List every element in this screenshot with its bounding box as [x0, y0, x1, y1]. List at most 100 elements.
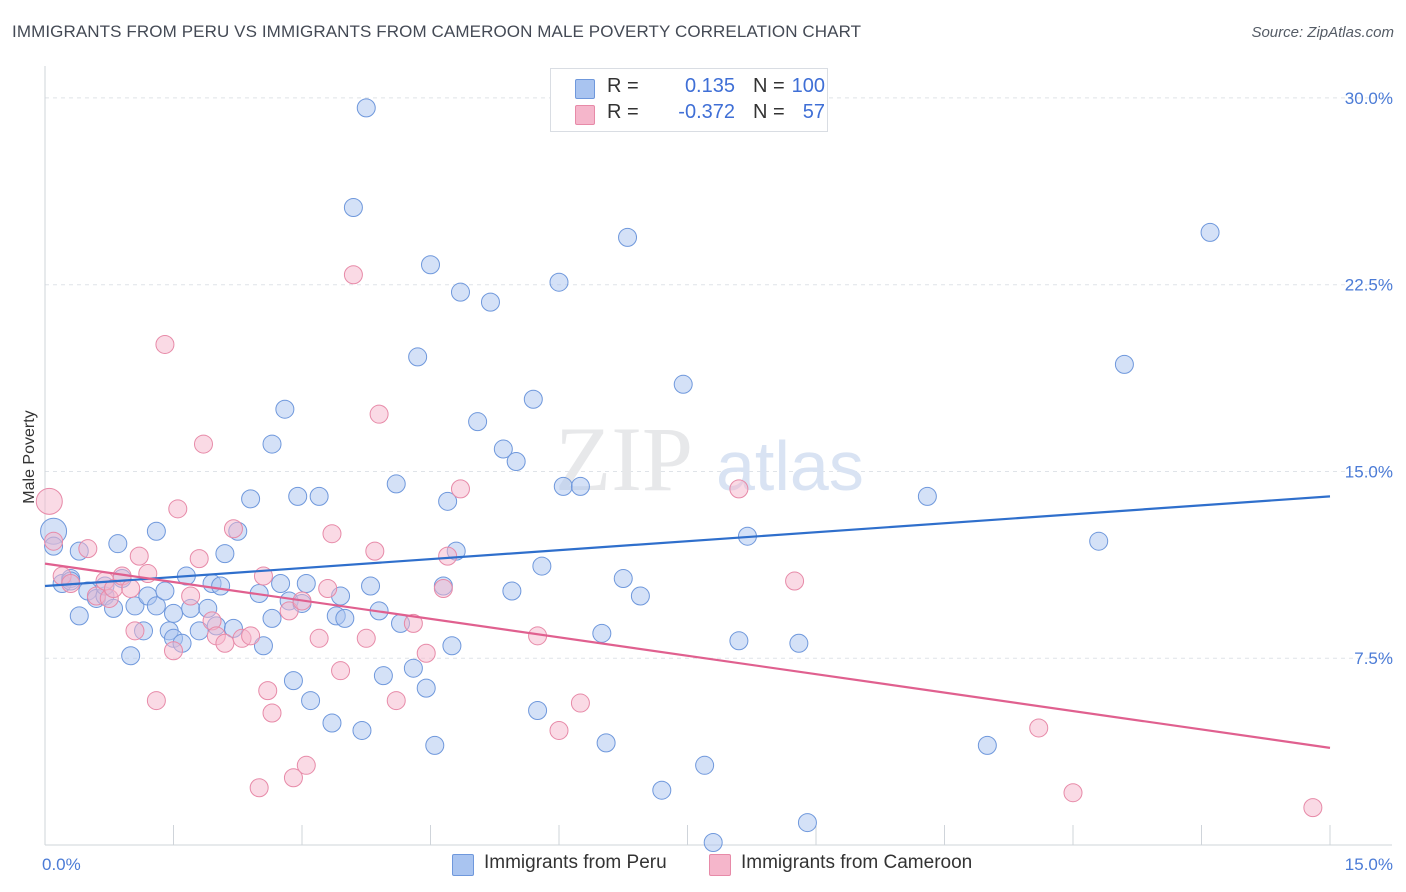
legend-item-cameroon: Immigrants from Cameroon — [709, 852, 999, 876]
cameroon-point — [223, 519, 243, 539]
peru-point — [155, 581, 175, 601]
cameroon-point — [386, 691, 406, 711]
peru-point — [253, 636, 273, 656]
legend-n-label: N = — [753, 101, 785, 123]
cameroon-point — [181, 586, 201, 606]
peru-point — [343, 197, 363, 217]
peru-point — [215, 544, 235, 564]
peru-point — [241, 489, 261, 509]
cameroon-point — [121, 579, 141, 599]
peru-point — [416, 678, 436, 698]
peru-point — [695, 755, 715, 775]
chart-title: IMMIGRANTS FROM PERU VS IMMIGRANTS FROM … — [12, 22, 862, 41]
watermark: ZIP atlas — [555, 408, 864, 510]
peru-point — [425, 735, 445, 755]
cameroon-point — [164, 641, 183, 661]
peru-point — [164, 603, 183, 623]
legend-swatch-peru — [452, 854, 474, 876]
cameroon-point — [309, 628, 329, 648]
peru-point — [797, 813, 817, 833]
cameroon-point — [125, 621, 145, 641]
cameroon-point — [241, 626, 261, 646]
cameroon-point — [193, 434, 213, 454]
cameroon-point — [1303, 798, 1323, 818]
peru-point — [493, 439, 513, 459]
trend-lines — [44, 495, 1331, 749]
cameroon-point — [403, 613, 423, 633]
cameroon-point — [1029, 718, 1049, 738]
peru-point — [1200, 222, 1220, 242]
cameroon-point — [785, 571, 805, 591]
cameroon-point — [365, 541, 385, 561]
peru-point — [146, 596, 166, 616]
y-tick-label: 7.5% — [1354, 649, 1393, 668]
x-tick-label-max: 15.0% — [1345, 855, 1393, 874]
watermark-zip: ZIP — [555, 408, 693, 510]
peru-point — [450, 282, 470, 302]
y-tick-label: 15.0% — [1345, 462, 1393, 481]
peru-point — [553, 476, 573, 496]
peru-point — [438, 491, 458, 511]
peru-point — [386, 474, 406, 494]
legend-r-value: 0.135 — [684, 75, 735, 97]
peru-point — [146, 521, 166, 541]
cameroon-trend-line — [44, 562, 1331, 749]
cameroon-point — [356, 628, 376, 648]
peru-point — [468, 412, 488, 432]
stats-legend: R = 0.135 N = 100 R = -0.372 N = 57 — [550, 68, 828, 132]
peru-point — [506, 452, 526, 471]
peru-point — [309, 486, 329, 506]
gridlines — [45, 97, 1392, 659]
peru-point — [673, 374, 693, 394]
legend-swatch-cameroon — [575, 105, 595, 125]
cameroon-point — [570, 693, 590, 713]
cameroon-point — [438, 546, 458, 566]
peru-point — [322, 713, 342, 733]
peru-point — [703, 833, 723, 853]
cameroon-point — [249, 778, 269, 798]
legend-swatch-cameroon — [709, 854, 731, 876]
cameroon-point — [155, 334, 175, 354]
cameroon-point — [258, 681, 278, 701]
peru-point — [1114, 354, 1134, 374]
cameroon-point — [322, 524, 342, 544]
cameroon-point — [433, 579, 453, 599]
cameroon-point — [279, 601, 299, 621]
peru-point — [528, 701, 548, 721]
peru-point — [288, 486, 308, 506]
x-tick-label-min: 0.0% — [42, 855, 81, 874]
legend-swatch-peru — [575, 79, 595, 99]
y-tick-label: 30.0% — [1345, 89, 1393, 108]
peru-point — [408, 347, 428, 367]
cameroon-point — [262, 703, 282, 723]
peru-point — [69, 606, 89, 626]
cameroon-point — [1063, 783, 1083, 803]
peru-point — [361, 576, 381, 596]
cameroon-point — [215, 633, 235, 653]
cameroon-point — [189, 549, 209, 569]
peru-point — [532, 556, 552, 576]
peru-point — [729, 631, 749, 651]
cameroon-point — [369, 404, 389, 424]
peru-point — [211, 576, 231, 596]
cameroon-point — [318, 579, 338, 599]
cameroon-point — [78, 539, 98, 559]
peru-point — [296, 574, 316, 594]
legend-n-value: 100 — [791, 75, 825, 97]
legend-item-peru: Immigrants from Peru — [452, 852, 692, 876]
peru-point — [121, 646, 141, 666]
peru-point — [373, 666, 393, 686]
y-tick-label: 22.5% — [1345, 276, 1393, 295]
peru-point — [596, 733, 616, 753]
legend-label-peru: Immigrants from Peru — [484, 852, 667, 873]
peru-point — [262, 434, 282, 454]
cameroon-point — [168, 499, 188, 519]
peru-point — [789, 633, 809, 653]
legend-r-label: R = — [607, 101, 639, 123]
peru-point — [977, 735, 997, 755]
legend-label-cameroon: Immigrants from Cameroon — [741, 852, 973, 873]
cameroon-point — [35, 487, 63, 515]
cameroon-point — [146, 691, 166, 711]
peru-trend-line — [44, 495, 1331, 588]
peru-point — [262, 608, 282, 628]
